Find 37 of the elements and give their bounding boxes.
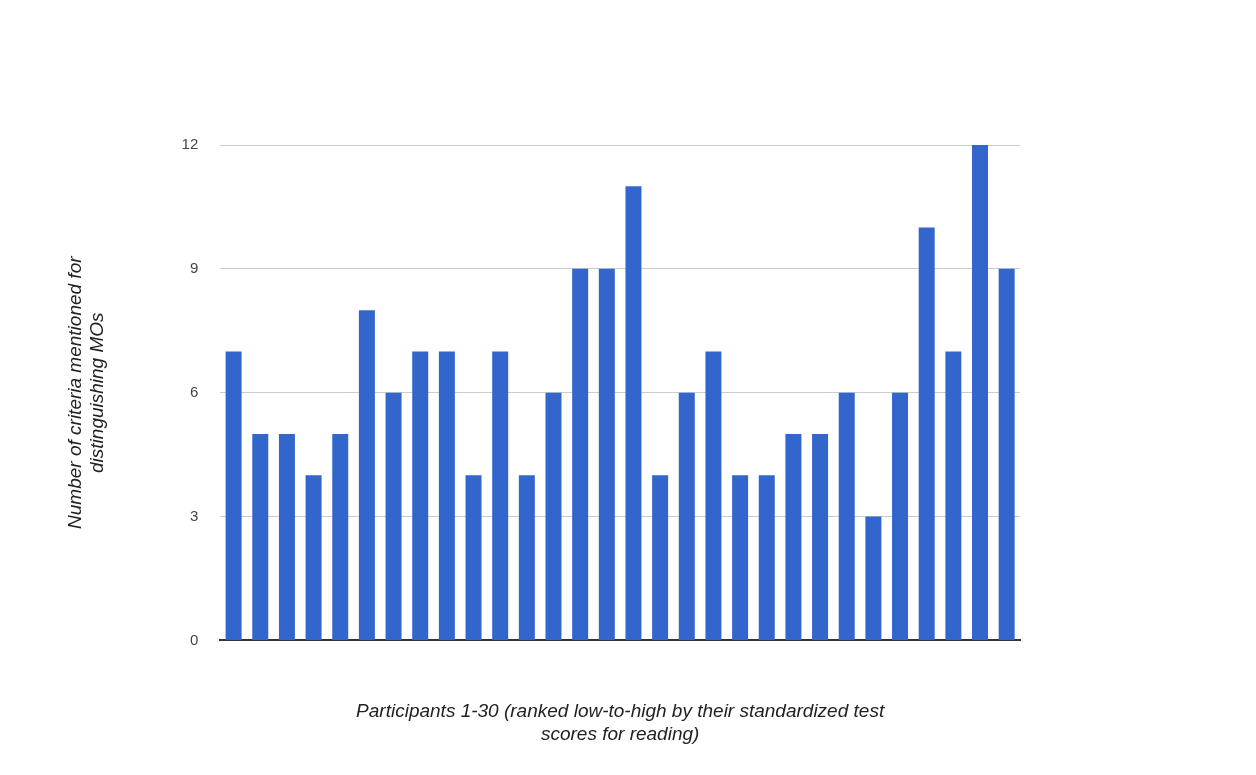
y-axis-title: Number of criteria mentioned for distinguishing MOs [63,255,108,529]
bar [278,433,295,640]
y-tick-label: 0 [189,630,199,648]
bar [598,268,615,640]
bar [332,433,349,640]
y-tick-label: 3 [189,506,199,524]
bar [225,351,242,640]
bar [705,351,722,640]
bar [252,433,269,640]
y-tick-label: 9 [189,258,199,276]
bar [492,351,509,640]
bar [812,433,829,640]
bar [865,516,882,640]
bar [918,227,935,640]
bar [652,475,669,640]
bar [625,186,642,640]
bar [545,392,562,640]
bar [518,475,535,640]
bar [572,268,589,640]
bar [972,145,989,640]
bar [998,268,1015,640]
bar [785,433,802,640]
bar [678,392,695,640]
bar [358,310,375,640]
bar [732,475,749,640]
bar [412,351,429,640]
bar [758,475,775,640]
bar [945,351,962,640]
bar [385,392,402,640]
bar [892,392,909,640]
bar [465,475,482,640]
x-axis-title: Participants 1-30 (ranked low-to-high by their standardized test scores for reading) [356,700,885,744]
bar [838,392,855,640]
bar [305,475,322,640]
bar [438,351,455,640]
y-tick-label: 12 [181,135,199,153]
y-tick-label: 6 [189,382,199,400]
